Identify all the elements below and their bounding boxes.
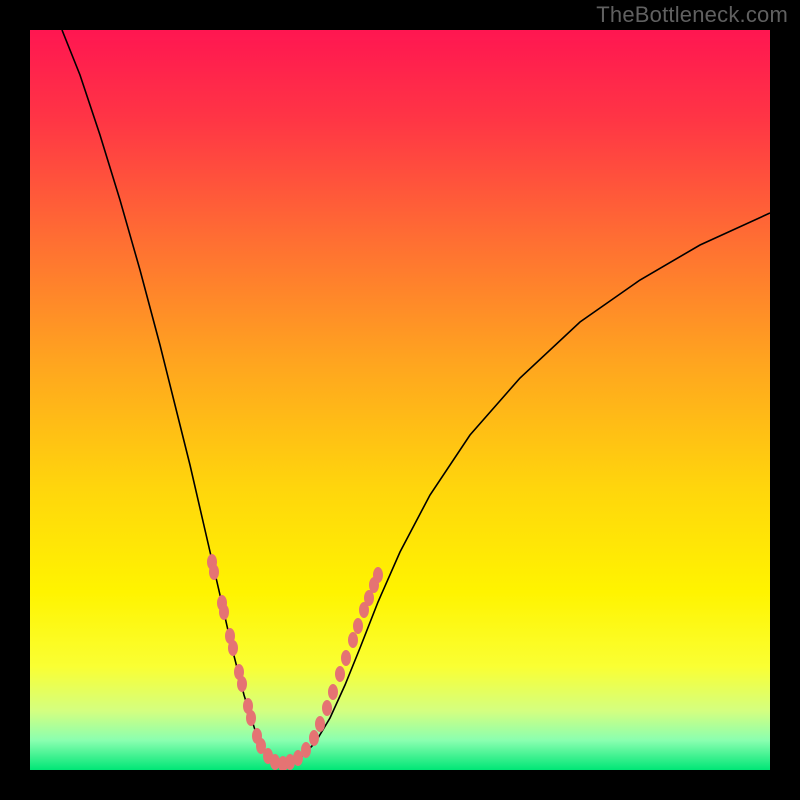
marker-point <box>309 730 319 746</box>
marker-point <box>373 567 383 583</box>
marker-point <box>301 742 311 758</box>
chart-container: TheBottleneck.com <box>0 0 800 800</box>
marker-point <box>322 700 332 716</box>
marker-point <box>341 650 351 666</box>
marker-point <box>353 618 363 634</box>
marker-point <box>328 684 338 700</box>
marker-point <box>219 604 229 620</box>
marker-point <box>209 564 219 580</box>
watermark-text: TheBottleneck.com <box>596 2 788 28</box>
marker-point <box>246 710 256 726</box>
marker-point <box>315 716 325 732</box>
bottleneck-chart <box>0 0 800 800</box>
marker-point <box>228 640 238 656</box>
gradient-background <box>30 30 770 770</box>
marker-point <box>237 676 247 692</box>
marker-point <box>335 666 345 682</box>
marker-point <box>348 632 358 648</box>
